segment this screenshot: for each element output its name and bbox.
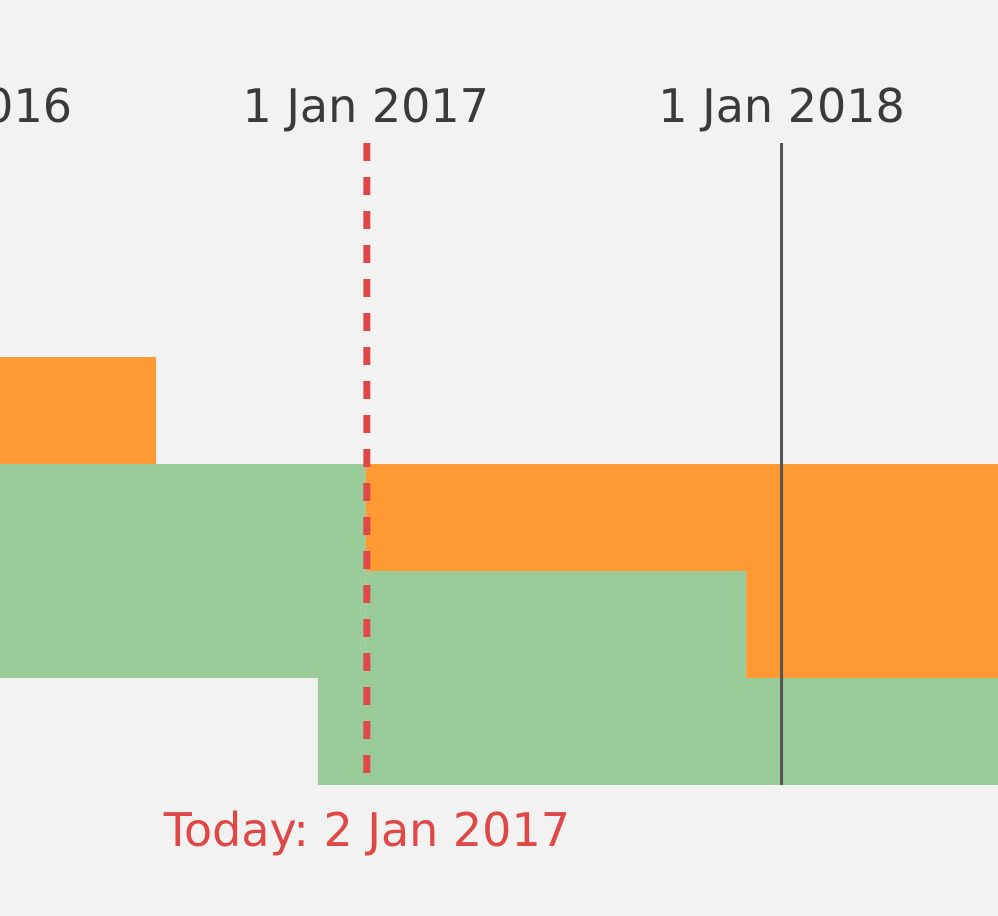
timeline-bar-row-1-seg-1 xyxy=(0,357,157,464)
today-marker-layer: Today: 2 Jan 2017 xyxy=(163,143,570,857)
x-tick-label-2: 1 Jan 2017 xyxy=(242,79,489,133)
today-marker-label: Today: 2 Jan 2017 xyxy=(163,803,570,857)
bar-layer xyxy=(0,357,998,785)
timeline-bar-row-3-seg-1 xyxy=(0,571,366,678)
x-tick-label-3: 1 Jan 2018 xyxy=(658,79,905,133)
tick-label-layer: 1 Jan 2016 1 Jan 2017 1 Jan 2018 xyxy=(0,79,905,133)
timeline-bar-row-3-seg-3 xyxy=(746,571,998,678)
timeline-bar-row-3-seg-2 xyxy=(365,571,747,678)
timeline-bar-row-2-seg-1 xyxy=(0,464,366,571)
timeline-bar-row-2-seg-2 xyxy=(365,464,998,571)
x-tick-label-1: 1 Jan 2016 xyxy=(0,79,72,133)
timeline-bar-row-4-seg-1 xyxy=(317,678,998,785)
